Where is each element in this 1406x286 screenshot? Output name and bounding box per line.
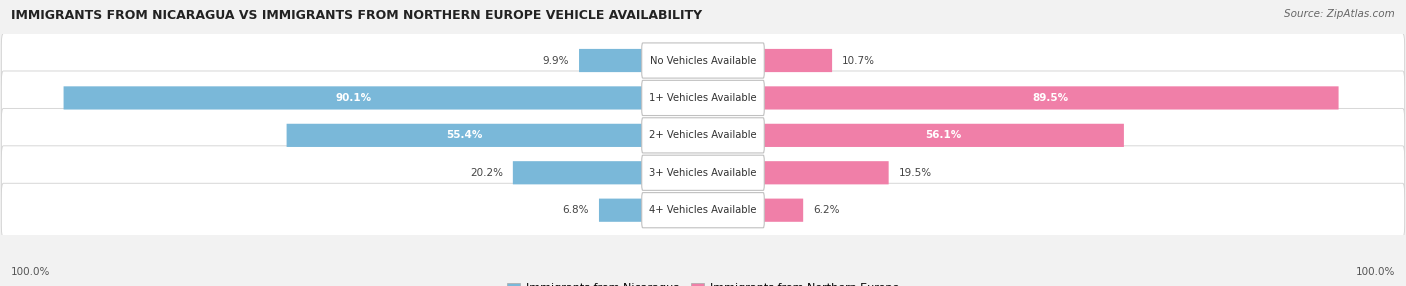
FancyBboxPatch shape [763,161,889,184]
Legend: Immigrants from Nicaragua, Immigrants from Northern Europe: Immigrants from Nicaragua, Immigrants fr… [508,283,898,286]
FancyBboxPatch shape [641,80,765,116]
FancyBboxPatch shape [763,49,832,72]
Text: Source: ZipAtlas.com: Source: ZipAtlas.com [1284,9,1395,19]
Text: 90.1%: 90.1% [335,93,371,103]
Text: 19.5%: 19.5% [898,168,932,178]
Text: 20.2%: 20.2% [470,168,503,178]
Text: 1+ Vehicles Available: 1+ Vehicles Available [650,93,756,103]
FancyBboxPatch shape [63,86,643,110]
FancyBboxPatch shape [1,108,1405,162]
FancyBboxPatch shape [641,155,765,190]
FancyBboxPatch shape [579,49,643,72]
Text: 89.5%: 89.5% [1033,93,1069,103]
Text: 100.0%: 100.0% [11,267,51,277]
FancyBboxPatch shape [641,43,765,78]
FancyBboxPatch shape [513,161,643,184]
Text: 6.8%: 6.8% [562,205,589,215]
Text: 55.4%: 55.4% [447,130,482,140]
FancyBboxPatch shape [1,146,1405,200]
FancyBboxPatch shape [763,86,1339,110]
Text: 6.2%: 6.2% [813,205,839,215]
Text: IMMIGRANTS FROM NICARAGUA VS IMMIGRANTS FROM NORTHERN EUROPE VEHICLE AVAILABILIT: IMMIGRANTS FROM NICARAGUA VS IMMIGRANTS … [11,9,703,21]
Text: 56.1%: 56.1% [925,130,962,140]
Text: 9.9%: 9.9% [543,55,569,65]
Text: 4+ Vehicles Available: 4+ Vehicles Available [650,205,756,215]
FancyBboxPatch shape [1,183,1405,237]
FancyBboxPatch shape [641,192,765,228]
FancyBboxPatch shape [763,198,803,222]
FancyBboxPatch shape [599,198,643,222]
Text: 100.0%: 100.0% [1355,267,1395,277]
FancyBboxPatch shape [641,118,765,153]
FancyBboxPatch shape [287,124,643,147]
Text: 10.7%: 10.7% [842,55,875,65]
Text: No Vehicles Available: No Vehicles Available [650,55,756,65]
FancyBboxPatch shape [1,33,1405,88]
FancyBboxPatch shape [1,71,1405,125]
Text: 2+ Vehicles Available: 2+ Vehicles Available [650,130,756,140]
Text: 3+ Vehicles Available: 3+ Vehicles Available [650,168,756,178]
FancyBboxPatch shape [763,124,1123,147]
